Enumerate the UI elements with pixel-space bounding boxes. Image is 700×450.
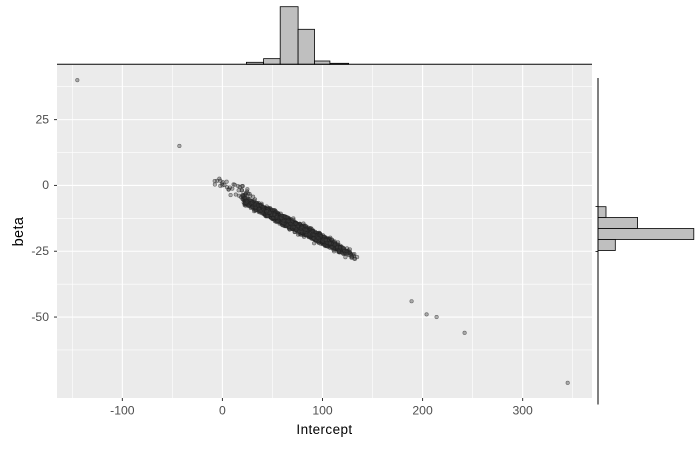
svg-text:25: 25 [35,112,49,126]
svg-text:Intercept: Intercept [296,422,352,437]
svg-text:-50: -50 [31,310,49,324]
svg-text:beta: beta [11,216,27,246]
svg-text:0: 0 [219,404,226,418]
svg-text:-100: -100 [110,404,135,418]
svg-text:-25: -25 [31,244,49,258]
svg-text:0: 0 [42,178,49,192]
svg-text:100: 100 [312,404,333,418]
svg-text:300: 300 [512,404,533,418]
svg-text:200: 200 [412,404,433,418]
